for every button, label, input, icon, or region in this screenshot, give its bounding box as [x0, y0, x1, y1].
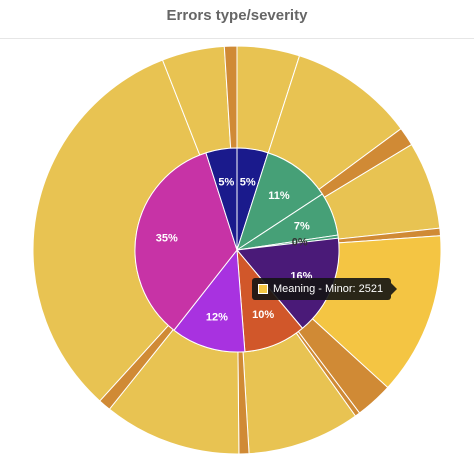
- inner-slice-6[interactable]: [173, 248, 246, 353]
- inner-ring: [134, 147, 340, 353]
- inner-label-3: 0%: [292, 237, 308, 249]
- inner-slice-1[interactable]: [236, 152, 323, 252]
- tooltip-swatch: [258, 284, 268, 294]
- inner-label-6: 12%: [206, 311, 228, 323]
- tooltip-text: Meaning - Minor: 2521: [273, 283, 384, 295]
- inner-label-5: 10%: [252, 309, 274, 321]
- outer-ring: [32, 45, 442, 455]
- inner-label-1: 11%: [268, 190, 290, 202]
- inner-ring-labels: 5%11%7%0%16%10%12%35%5%: [156, 176, 313, 323]
- inner-label-0: 5%: [240, 176, 256, 188]
- chart-title: Errors type/severity: [166, 7, 308, 24]
- title-divider: [0, 38, 474, 39]
- inner-slice-8[interactable]: [205, 147, 238, 251]
- chart-tooltip: Meaning - Minor: 2521: [252, 278, 398, 300]
- inner-label-8: 5%: [218, 176, 234, 188]
- inner-label-2: 7%: [294, 220, 310, 232]
- inner-label-7: 35%: [156, 232, 178, 244]
- inner-slice-7[interactable]: [134, 152, 238, 331]
